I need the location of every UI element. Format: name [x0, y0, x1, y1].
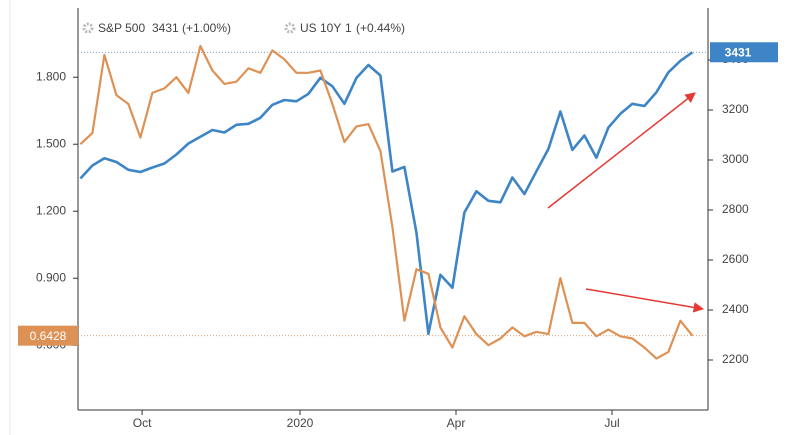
x-tick-label: 2020	[287, 416, 314, 430]
y2-tick-label: 3200	[722, 102, 749, 116]
gear-icon[interactable]	[284, 22, 296, 34]
price-badge-label: 3431	[725, 45, 752, 59]
y2-tick-label: 2800	[722, 202, 749, 216]
price-badge	[18, 325, 78, 346]
price-badge-label: 0.6428	[30, 329, 67, 343]
y2-tick-label: 2600	[722, 252, 749, 266]
series-line	[79, 44, 694, 360]
y-tick-label: 1.800	[36, 69, 66, 83]
legend-name: US 10Y	[300, 21, 341, 35]
x-tick-label: Jul	[604, 416, 619, 430]
gear-icon[interactable]	[82, 22, 94, 34]
y-tick-label: 0.900	[36, 270, 66, 284]
series-line	[79, 51, 694, 336]
y-tick-label: 1.500	[36, 136, 66, 150]
y-tick-label: 1.200	[36, 203, 66, 217]
y2-tick-label: 2200	[722, 352, 749, 366]
legend-value: 3431	[152, 21, 179, 35]
y2-tick-label: 2400	[722, 302, 749, 316]
price-badge	[710, 42, 778, 63]
annotation-arrow	[547, 92, 696, 209]
legend-name: S&P 500	[98, 21, 145, 35]
x-tick-label: Apr	[447, 416, 466, 430]
legend-change: (+1.00%)	[182, 21, 231, 35]
legend-change: (+0.44%)	[356, 21, 405, 35]
y2-tick-label: 3000	[722, 152, 749, 166]
x-tick-label: Oct	[133, 416, 152, 430]
annotation-arrow	[585, 288, 705, 313]
legend-value: 1	[345, 21, 352, 35]
legend: S&P 500 3431 (+1.00%) US 10Y 1 (+0.44%)	[82, 21, 405, 35]
